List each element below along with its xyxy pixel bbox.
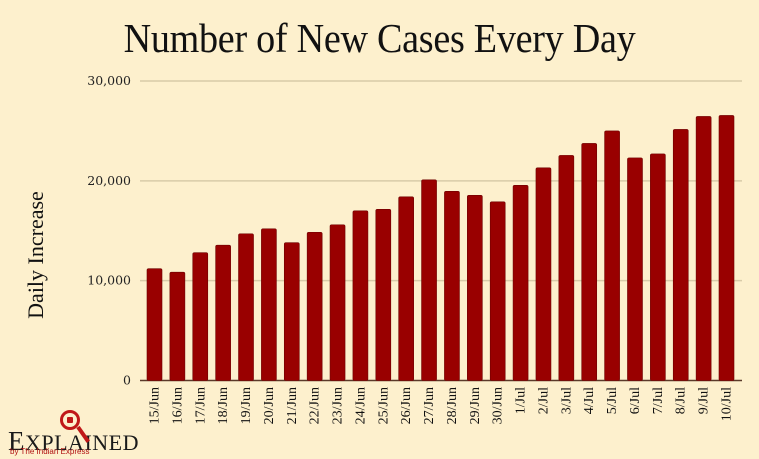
x-tick-label: 26/Jun (399, 387, 414, 424)
bar (238, 233, 254, 381)
x-tick-label: 16/Jun (170, 387, 185, 424)
x-tick-label: 9/Jul (697, 387, 712, 414)
bar (169, 271, 186, 381)
bars (146, 115, 735, 381)
x-tick-label: 21/Jun (285, 387, 300, 424)
bar (375, 208, 392, 381)
x-tick-label: 6/Jul (628, 387, 643, 414)
bar (581, 143, 598, 381)
x-tick-label: 20/Jun (262, 387, 277, 424)
y-tick-label: 0 (123, 373, 131, 388)
bar (558, 155, 575, 381)
bar (444, 191, 460, 381)
bar (398, 196, 414, 381)
explained-logo: EXPLAINED by The Indian Express (8, 410, 139, 459)
bar (421, 179, 437, 381)
x-tick-label: 4/Jul (582, 387, 597, 414)
y-tick-label: 20,000 (87, 173, 131, 188)
x-tick-label: 29/Jun (468, 387, 483, 424)
x-tick-label: 3/Jul (559, 387, 574, 414)
bar (512, 185, 529, 381)
bar (718, 115, 735, 381)
logo-subtitle: by The Indian Express (10, 447, 90, 456)
x-tick-label: 10/Jul (720, 387, 735, 421)
x-tick-label: 8/Jul (674, 387, 689, 414)
y-axis-ticks: 0 10,000 20,000 30,000 (87, 73, 131, 388)
bar (672, 129, 689, 381)
y-tick-label: 30,000 (87, 73, 131, 88)
y-tick-label: 10,000 (87, 273, 131, 288)
x-tick-label: 23/Jun (331, 387, 346, 424)
bar (535, 167, 552, 381)
bar (604, 130, 620, 381)
bar (146, 268, 163, 381)
x-axis-ticks: 15/Jun 16/Jun 17/Jun 18/Jun 19/Jun 20/Jun 21/J… (148, 387, 735, 424)
x-tick-label: 18/Jun (216, 387, 231, 424)
bar (329, 224, 346, 381)
bar (489, 201, 506, 381)
x-tick-label: 25/Jun (376, 387, 391, 424)
y-axis-label: Daily Increase (23, 191, 48, 319)
bar (467, 195, 483, 381)
bar (306, 231, 323, 381)
x-tick-label: 1/Jul (514, 387, 529, 414)
bar (192, 252, 209, 381)
x-tick-label: 30/Jun (491, 387, 506, 424)
x-tick-label: 22/Jun (308, 387, 323, 424)
x-tick-label: 17/Jun (193, 387, 208, 424)
x-tick-label: 28/Jun (445, 387, 460, 424)
bar (650, 153, 666, 381)
magnifier-icon (60, 410, 80, 430)
bar (283, 242, 300, 381)
x-tick-label: 15/Jun (148, 387, 163, 424)
x-tick-label: 5/Jul (605, 387, 620, 414)
bar (215, 244, 231, 381)
x-tick-label: 7/Jul (651, 387, 666, 414)
x-tick-label: 24/Jun (353, 387, 368, 424)
x-tick-label: 27/Jun (422, 387, 437, 424)
bar (352, 210, 369, 381)
x-tick-label: 19/Jun (239, 387, 254, 424)
chart-title: Number of New Cases Every Day (123, 15, 636, 61)
bar (627, 157, 643, 381)
x-tick-label: 2/Jul (536, 387, 551, 414)
bar (261, 228, 277, 381)
bar (695, 116, 712, 381)
